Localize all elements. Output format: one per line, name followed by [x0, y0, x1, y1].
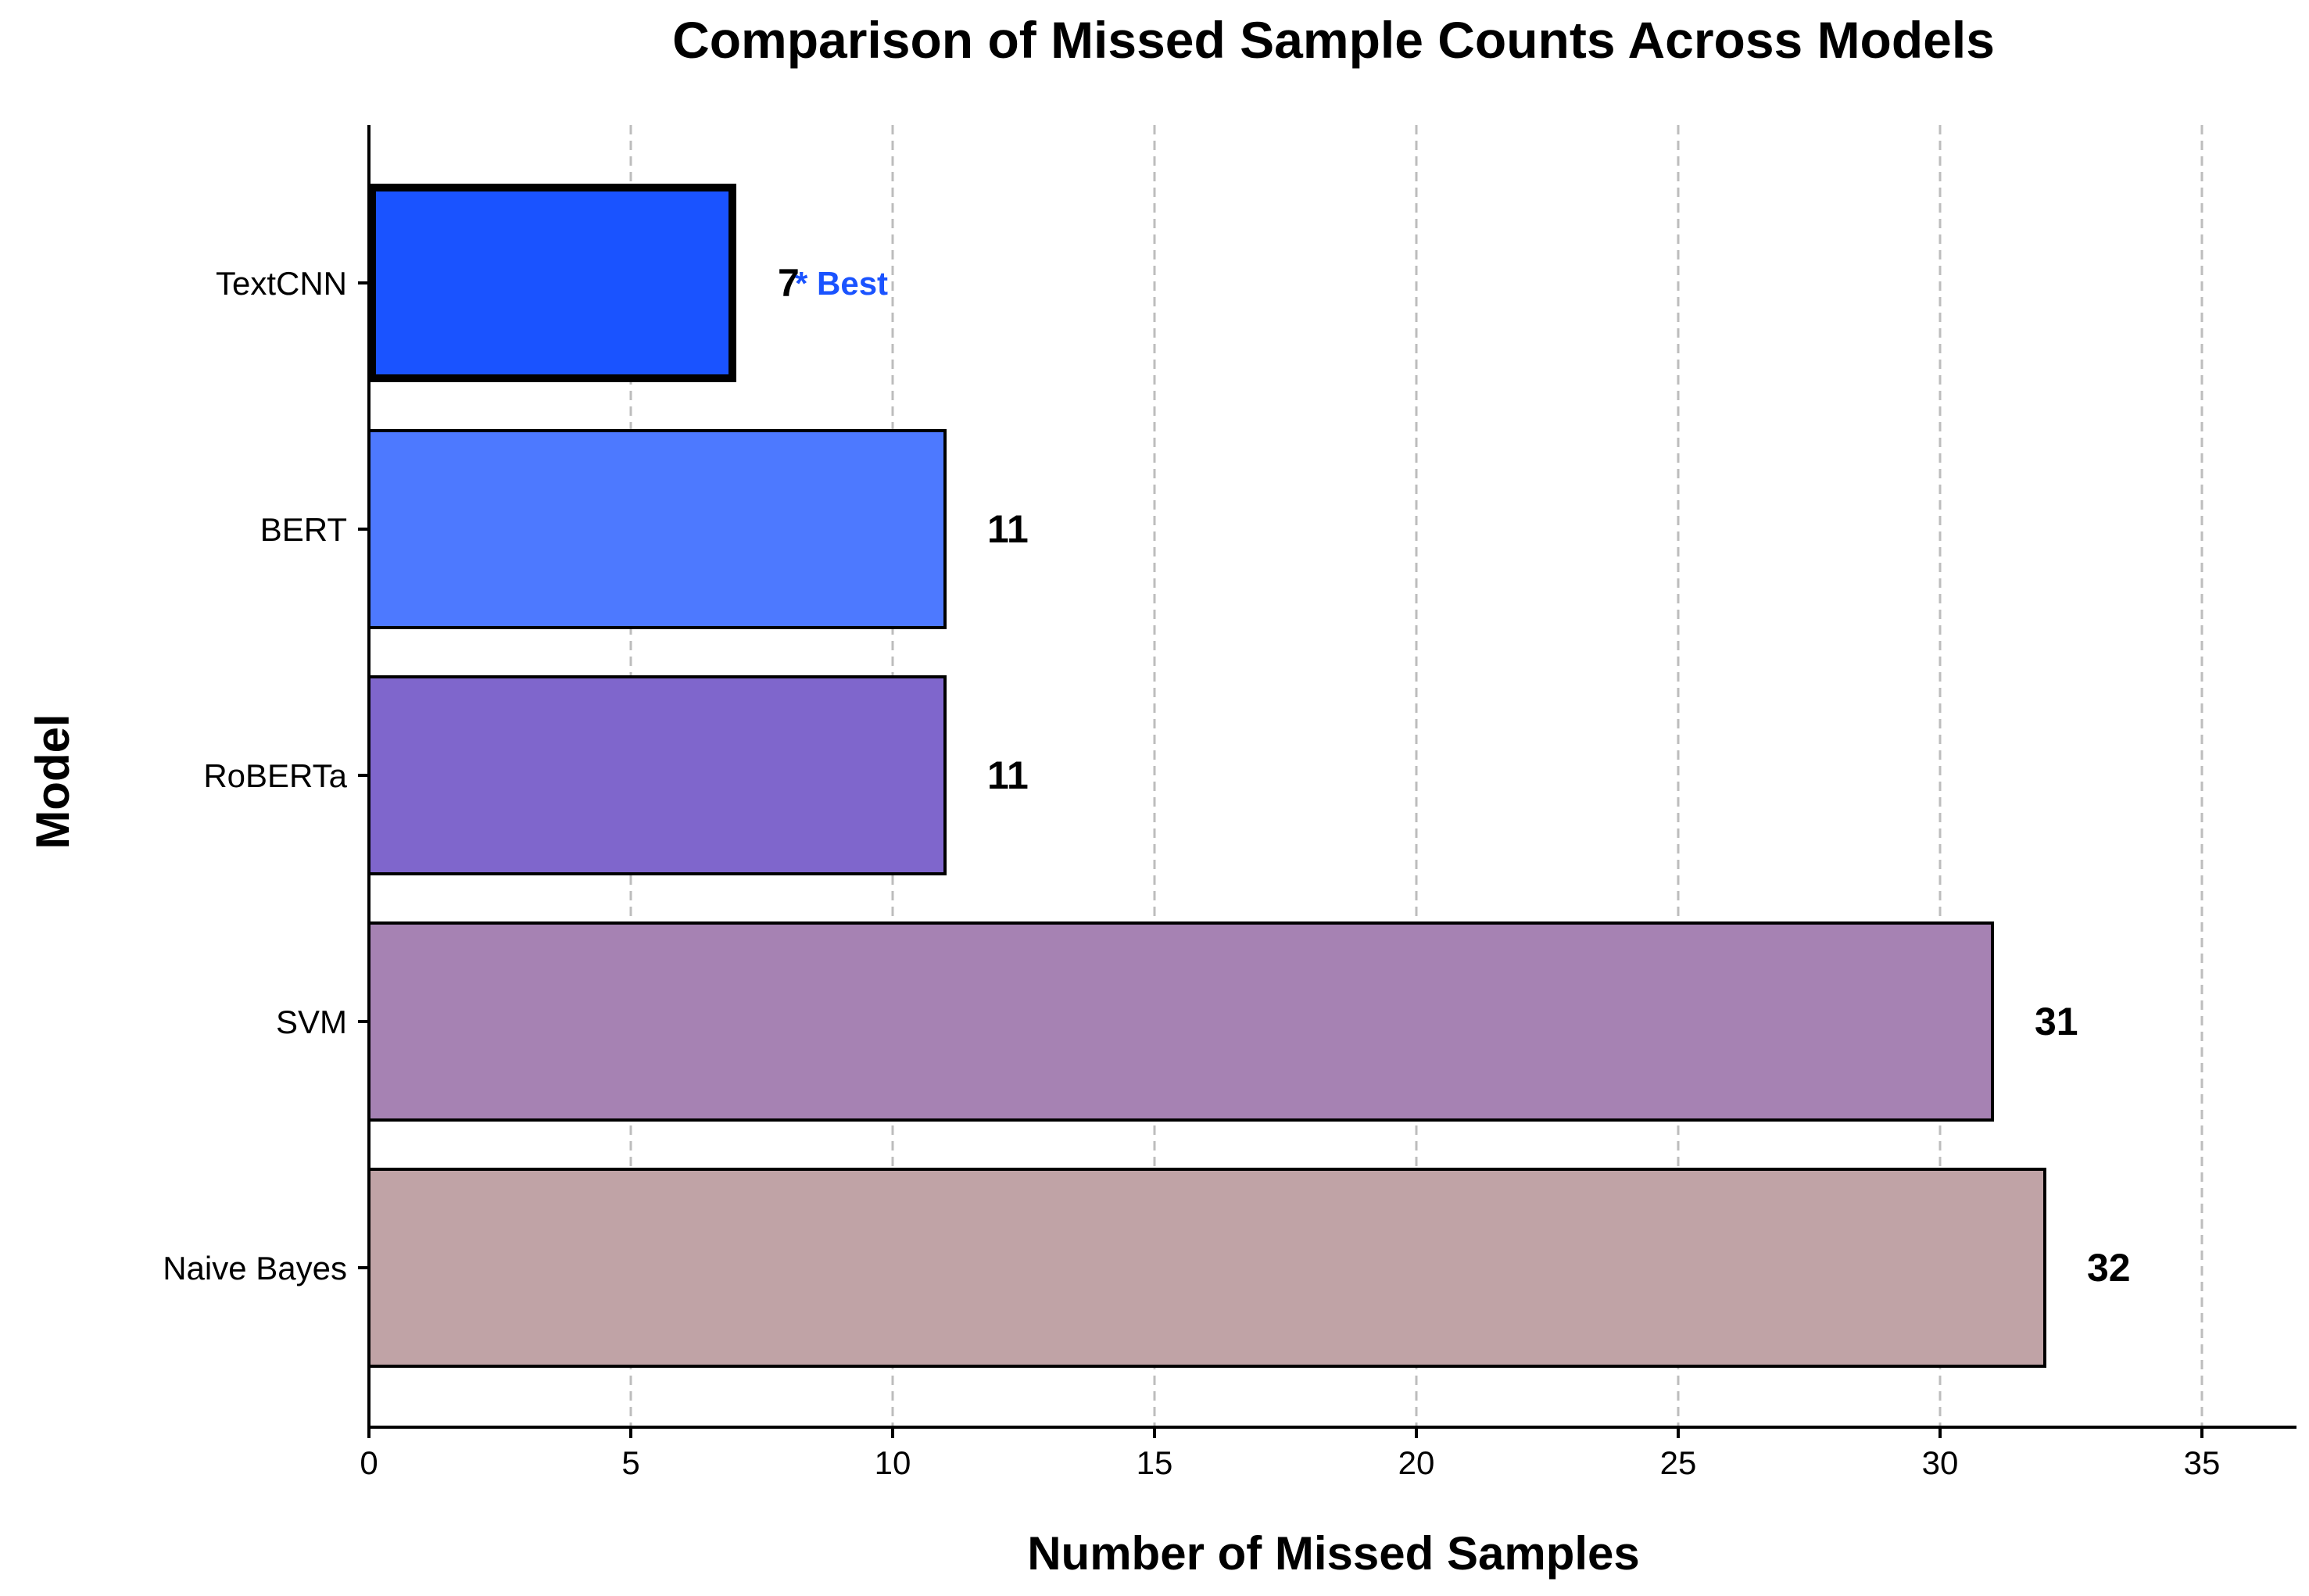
- x-tick-label-20: 20: [1398, 1444, 1435, 1481]
- x-tick-label-5: 5: [621, 1444, 639, 1481]
- y-tick-label-3: SVM: [276, 1004, 347, 1040]
- x-tick-label-35: 35: [2184, 1444, 2221, 1481]
- x-tick-label-25: 25: [1660, 1444, 1697, 1481]
- y-tick-label-2: RoBERTa: [203, 757, 347, 794]
- bar-textcnn: [368, 184, 736, 382]
- chart-title: Comparison of Missed Sample Counts Acros…: [672, 11, 1995, 69]
- best-annotation: * Best: [795, 265, 888, 302]
- x-tick-label-0: 0: [360, 1444, 378, 1481]
- bar-svm: [367, 921, 1994, 1122]
- y-tick-label-1: BERT: [260, 511, 347, 548]
- value-label-2: 11: [987, 753, 1029, 797]
- y-tick-label-4: Naive Bayes: [163, 1250, 347, 1286]
- value-label-4: 32: [2087, 1246, 2131, 1290]
- y-axis-title: Model: [27, 714, 79, 849]
- x-tick-label-15: 15: [1137, 1444, 1173, 1481]
- bar-bert: [367, 429, 947, 629]
- x-axis-title: Number of Missed Samples: [1027, 1527, 1640, 1580]
- value-label-0: 7: [778, 261, 800, 305]
- axes: TextCNN BERT RoBERTa SVM Naive Bayes 0 5 10 15 20…: [163, 125, 2296, 1481]
- value-label-3: 31: [2035, 1000, 2078, 1043]
- bars: [367, 184, 2046, 1368]
- y-tick-label-0: TextCNN: [216, 265, 347, 302]
- bar-naive-bayes: [367, 1168, 2046, 1368]
- value-labels: 7* Best 11 11 31 32: [778, 261, 2131, 1290]
- value-label-1: 11: [987, 507, 1029, 551]
- x-tick-label-30: 30: [1922, 1444, 1959, 1481]
- bar-roberta: [367, 675, 947, 875]
- x-tick-label-10: 10: [875, 1444, 911, 1481]
